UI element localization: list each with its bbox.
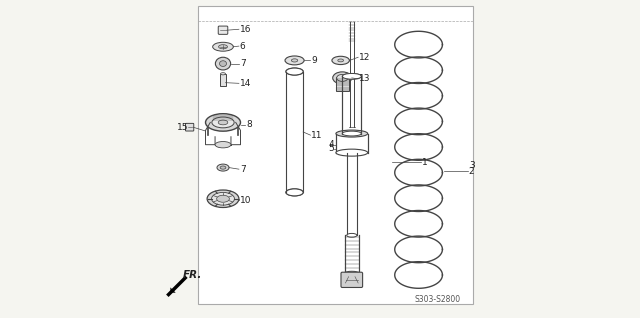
Ellipse shape xyxy=(347,233,357,237)
Text: 10: 10 xyxy=(240,196,252,205)
Ellipse shape xyxy=(286,189,303,196)
Text: 14: 14 xyxy=(240,79,252,88)
Ellipse shape xyxy=(217,195,229,202)
Text: 8: 8 xyxy=(246,120,252,129)
Bar xyxy=(342,76,362,134)
Ellipse shape xyxy=(217,164,229,171)
Ellipse shape xyxy=(342,73,362,79)
Text: 11: 11 xyxy=(312,131,323,140)
Text: 1: 1 xyxy=(422,158,428,167)
Ellipse shape xyxy=(286,189,303,196)
Ellipse shape xyxy=(212,42,234,51)
Text: S303-S2800: S303-S2800 xyxy=(415,295,461,304)
Ellipse shape xyxy=(286,68,303,75)
Text: FR.: FR. xyxy=(182,270,202,280)
Ellipse shape xyxy=(338,59,344,62)
Ellipse shape xyxy=(333,72,352,84)
Ellipse shape xyxy=(216,57,230,70)
Ellipse shape xyxy=(220,73,225,75)
Text: 7: 7 xyxy=(240,165,246,174)
FancyBboxPatch shape xyxy=(218,26,228,34)
Bar xyxy=(198,6,473,304)
Ellipse shape xyxy=(218,45,227,49)
Ellipse shape xyxy=(291,59,298,62)
Ellipse shape xyxy=(212,117,234,128)
Ellipse shape xyxy=(212,192,234,205)
Text: 15: 15 xyxy=(177,123,188,132)
Polygon shape xyxy=(170,287,176,293)
Ellipse shape xyxy=(342,73,362,79)
Ellipse shape xyxy=(220,166,226,169)
Bar xyxy=(220,74,225,86)
Ellipse shape xyxy=(345,271,359,276)
Ellipse shape xyxy=(205,114,241,131)
Text: 4: 4 xyxy=(329,140,334,149)
Text: 12: 12 xyxy=(359,53,371,62)
Bar xyxy=(286,72,303,192)
Text: 13: 13 xyxy=(359,74,371,83)
Ellipse shape xyxy=(342,131,362,136)
Ellipse shape xyxy=(215,142,231,148)
Ellipse shape xyxy=(218,120,228,125)
Text: 2: 2 xyxy=(469,167,474,176)
Ellipse shape xyxy=(207,190,239,207)
FancyBboxPatch shape xyxy=(186,123,194,131)
Bar xyxy=(336,77,349,91)
Text: 7: 7 xyxy=(240,59,246,68)
Ellipse shape xyxy=(332,56,349,65)
Text: 3: 3 xyxy=(469,162,475,170)
Ellipse shape xyxy=(286,68,303,75)
Ellipse shape xyxy=(336,130,368,137)
Ellipse shape xyxy=(285,56,304,65)
Ellipse shape xyxy=(337,74,348,81)
Bar xyxy=(336,134,368,153)
Ellipse shape xyxy=(220,61,227,66)
Text: 9: 9 xyxy=(312,56,317,65)
Text: 5: 5 xyxy=(328,144,334,153)
Text: 6: 6 xyxy=(240,42,246,51)
Text: 16: 16 xyxy=(240,25,252,34)
Ellipse shape xyxy=(336,149,368,156)
FancyBboxPatch shape xyxy=(341,272,363,287)
